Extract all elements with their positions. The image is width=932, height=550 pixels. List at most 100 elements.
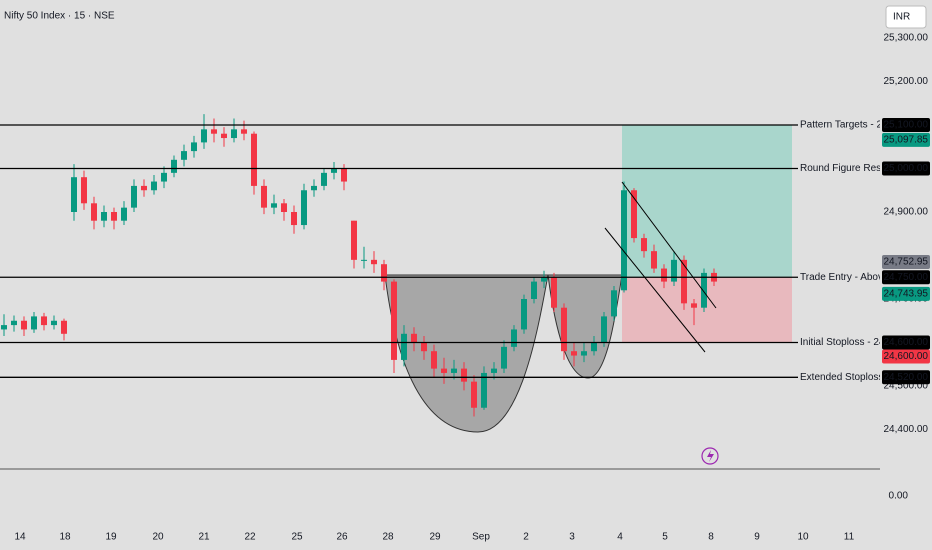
y-tick-label: 24,400.00 <box>884 424 929 435</box>
candle-body <box>601 316 607 343</box>
candle-body <box>11 320 17 326</box>
candle-body <box>61 320 67 334</box>
price-marker-label-bg <box>882 254 930 269</box>
level-annotation: Extended Stoploss - 24520 <box>800 372 921 383</box>
candle-body <box>651 251 657 269</box>
annotation-bg <box>798 336 904 349</box>
level-annotation: Trade Entry - Above 24750 <box>800 272 920 283</box>
candle-body <box>381 264 387 282</box>
candle-body <box>581 351 587 356</box>
channel-line <box>604 227 706 353</box>
candle-body <box>661 268 667 282</box>
candle-body <box>111 212 117 221</box>
price-marker-label: 24,743.95 <box>884 289 929 300</box>
candle-body <box>21 320 27 330</box>
candle-body <box>201 129 207 143</box>
candle-body <box>41 316 47 326</box>
price-marker-label-bg <box>882 132 930 147</box>
candle-body <box>91 203 97 221</box>
channel-line <box>621 181 717 309</box>
x-tick-label: 10 <box>797 532 809 543</box>
candle-body <box>241 129 247 134</box>
currency-button[interactable] <box>885 5 927 29</box>
x-tick-label: 26 <box>336 532 348 543</box>
x-tick-label: 20 <box>152 532 164 543</box>
candle-body <box>481 372 487 408</box>
level-price-label: 25,100.00 <box>884 120 929 131</box>
annotation-bg <box>798 119 907 131</box>
candle-body <box>421 342 427 352</box>
y-tick-label: 24,500.00 <box>884 381 929 392</box>
price-marker-label: 25,097.85 <box>884 135 929 146</box>
candle-body <box>391 281 397 360</box>
y-tick-label: 24,900.00 <box>884 207 929 218</box>
level-price-label-bg <box>882 335 930 350</box>
candle-body <box>161 172 167 182</box>
event-bolt <box>707 450 714 462</box>
candle-body <box>501 346 507 369</box>
x-tick-label: 5 <box>662 532 668 543</box>
level-price-label: 25,000.00 <box>884 163 929 174</box>
y-tick-label: 25,300.00 <box>884 33 929 44</box>
candle-body <box>511 329 517 347</box>
x-tick-label: 22 <box>244 532 256 543</box>
level-price-label: 24,520.00 <box>884 372 929 383</box>
level-price-label: 24,750.00 <box>884 272 929 283</box>
chart-title: Nifty 50 Index · 15 · NSE <box>4 11 115 22</box>
x-tick-label: 18 <box>59 532 71 543</box>
candle-body <box>371 259 377 265</box>
x-tick-label: 21 <box>198 532 210 543</box>
currency: INR <box>893 12 910 23</box>
candle-body <box>1 325 7 330</box>
candle-body <box>171 159 177 173</box>
level-price-label-bg <box>882 161 930 176</box>
x-tick-label: 11 <box>844 532 855 543</box>
candle-body <box>621 190 627 291</box>
candle-body <box>71 177 77 212</box>
candle-body <box>131 185 137 208</box>
candle-body <box>471 381 477 408</box>
profit-zone <box>622 125 792 278</box>
x-tick-label: Sep <box>472 532 490 543</box>
pane2-tick-label: 0.00 <box>889 491 909 502</box>
candle-body <box>461 368 467 382</box>
candle-body <box>541 277 547 282</box>
candle-body <box>571 351 577 356</box>
candle-body <box>101 212 107 221</box>
x-tick-label: 29 <box>429 532 441 543</box>
candle-body <box>261 185 267 208</box>
x-tick-label: 2 <box>523 532 529 543</box>
candle-body <box>211 129 217 134</box>
x-tick-label: 25 <box>291 532 303 543</box>
candle-body <box>141 185 147 191</box>
price-marker-label-bg <box>882 349 930 364</box>
candle-body <box>351 220 357 260</box>
candle-body <box>221 133 227 139</box>
price-marker-label: 24,600.00 <box>884 351 929 362</box>
candle-body <box>531 281 537 299</box>
x-tick-label: 9 <box>754 532 760 543</box>
candle-body <box>181 151 187 160</box>
candle-body <box>451 368 457 373</box>
price-marker-label-bg <box>882 286 930 301</box>
candle-body <box>691 303 697 308</box>
candle-body <box>611 290 617 317</box>
candle-body <box>231 129 237 139</box>
candle-body <box>411 333 417 343</box>
candle-body <box>671 259 677 282</box>
candle-body <box>311 185 317 191</box>
level-annotation: Round Figure Resistance - 25000 <box>800 163 932 174</box>
candle-body <box>521 299 527 330</box>
level-price-label-bg <box>882 370 930 385</box>
candle-body <box>361 259 367 261</box>
candle-body <box>191 142 197 152</box>
x-tick-label: 4 <box>617 532 623 543</box>
candle-body <box>301 190 307 226</box>
candle-body <box>331 168 337 173</box>
x-tick-label: 19 <box>105 532 117 543</box>
candle-body <box>561 307 567 352</box>
level-annotation: Initial Stoploss - 24600 <box>800 337 902 348</box>
event-icon[interactable] <box>701 447 719 465</box>
